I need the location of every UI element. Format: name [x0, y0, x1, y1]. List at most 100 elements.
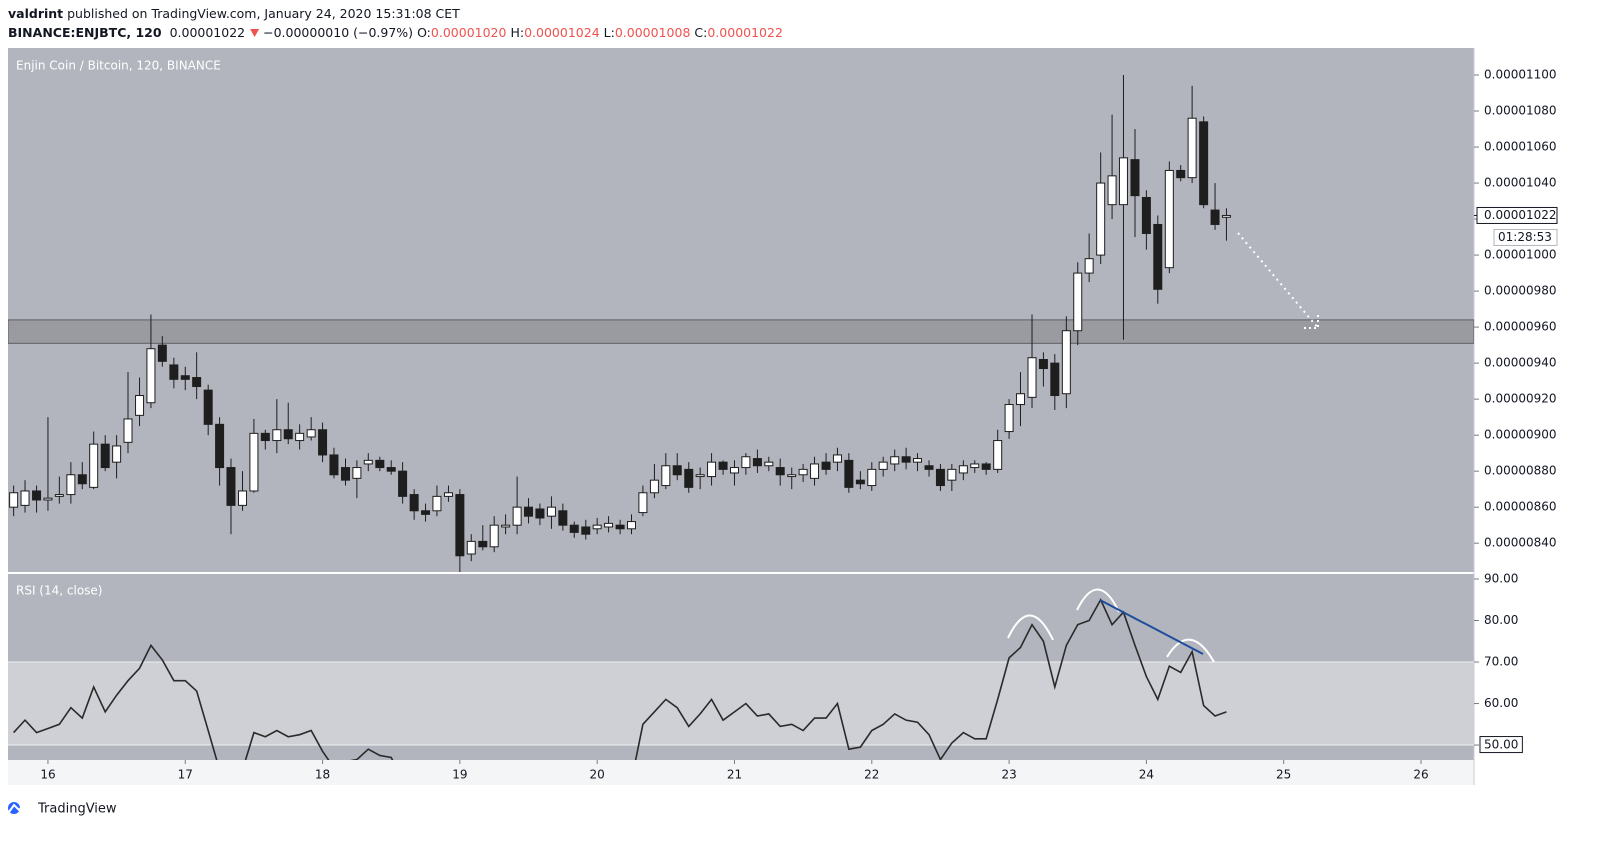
candle-body — [409, 494, 419, 512]
candle-body — [1096, 182, 1106, 256]
candle-body — [66, 474, 76, 496]
y-tick-label: 0.00000900 — [1484, 428, 1557, 442]
candle-body — [626, 521, 636, 530]
candle-body — [295, 432, 305, 442]
candle-body — [306, 429, 316, 438]
candle-body — [901, 456, 911, 463]
candle-body — [569, 524, 579, 533]
candle-body — [867, 468, 877, 487]
projection-arrow — [1237, 232, 1319, 329]
header-line: valdrint published on TradingView.com, J… — [8, 6, 460, 21]
symbol: BINANCE:ENJBTC, 120 — [8, 25, 162, 40]
candle-body — [398, 470, 408, 497]
author: valdrint — [8, 6, 63, 21]
candle-body — [443, 492, 453, 497]
candle-body — [729, 467, 739, 474]
candle-body — [832, 454, 842, 463]
candle-body — [501, 524, 511, 528]
published: published on TradingView.com, January 24… — [67, 6, 460, 21]
candle-body — [535, 508, 545, 519]
candle-body — [638, 492, 648, 514]
y-tick-label: 0.00000920 — [1484, 392, 1557, 406]
candle-body — [672, 465, 682, 476]
candle-body — [260, 432, 270, 442]
candle-body — [935, 468, 945, 487]
candle-body — [615, 524, 625, 530]
candle-body — [432, 495, 442, 512]
resistance-zone — [8, 319, 1474, 344]
candle-body — [684, 468, 694, 488]
countdown-box — [1493, 228, 1558, 246]
candle-body — [844, 459, 854, 488]
x-tick-label: 21 — [727, 768, 742, 782]
time-axis — [8, 760, 1474, 785]
candle-body — [192, 377, 202, 388]
logo-icon — [8, 802, 20, 814]
candle-body — [455, 494, 465, 557]
candle-body — [1141, 196, 1151, 234]
last-price-label: 0.00001022 — [1484, 208, 1557, 222]
candle-body — [958, 465, 968, 474]
rsi-plot — [8, 597, 1474, 760]
candle-body — [1073, 272, 1083, 332]
x-tick-label: 20 — [590, 768, 605, 782]
candle-body — [1107, 175, 1117, 206]
y-tick-label: 0.00001080 — [1484, 104, 1557, 118]
candle-body — [489, 524, 499, 548]
candle-body — [238, 490, 248, 506]
candle-body — [329, 454, 339, 476]
candle-body — [661, 465, 671, 487]
countdown: 01:28:53 — [1498, 230, 1552, 244]
annotations — [1007, 232, 1319, 663]
candle-body — [283, 429, 293, 440]
high: 0.00001024 — [524, 25, 600, 40]
candle-body — [604, 522, 614, 528]
candle-body — [855, 479, 865, 485]
candle-body — [112, 445, 122, 463]
rsi-trendline — [1099, 599, 1204, 655]
candle-body — [775, 467, 785, 476]
candle-body — [787, 474, 797, 478]
candle-body — [1164, 169, 1174, 269]
candle-body — [318, 429, 328, 456]
x-tick-label: 17 — [178, 768, 193, 782]
rsi-band — [8, 662, 1474, 746]
rsi-arc — [1007, 614, 1054, 641]
last: 0.00001022 — [170, 25, 246, 40]
candle-body — [890, 456, 900, 465]
candle-body — [1027, 357, 1037, 398]
candle-body — [77, 474, 87, 485]
candle-body — [810, 463, 820, 479]
candle-body — [135, 395, 145, 416]
candle-body — [1050, 362, 1060, 397]
candle-body — [180, 375, 190, 380]
close: 0.00001022 — [707, 25, 783, 40]
candle-body — [1130, 159, 1140, 197]
last-price-box — [1476, 206, 1558, 224]
close-label: C: — [694, 25, 707, 40]
candle-body — [752, 458, 762, 467]
candle-body — [993, 440, 1003, 470]
candle-body — [54, 494, 64, 497]
y-tick-label: 80.00 — [1484, 613, 1518, 627]
high-label: H: — [510, 25, 524, 40]
candle-body — [1187, 117, 1197, 179]
candle-body — [558, 510, 568, 526]
tick-highlight — [1479, 736, 1523, 754]
candle-body — [798, 468, 808, 476]
open-label: O: — [417, 25, 431, 40]
y-tick-label: 0.00000840 — [1484, 536, 1557, 550]
x-tick-label: 25 — [1276, 768, 1291, 782]
candle-body — [272, 429, 282, 442]
change: −0.00000010 (−0.97%) — [263, 25, 413, 40]
y-tick-label: 50.00 — [1484, 738, 1518, 752]
candle-body — [1004, 404, 1014, 433]
candle-body — [878, 461, 888, 470]
candle-body — [913, 458, 923, 463]
candle-body — [741, 456, 751, 469]
candle-body — [1199, 121, 1209, 206]
x-tick-label: 26 — [1413, 768, 1428, 782]
candle-body — [592, 524, 602, 530]
x-tick-label: 18 — [315, 768, 330, 782]
candle-body — [1061, 330, 1071, 395]
